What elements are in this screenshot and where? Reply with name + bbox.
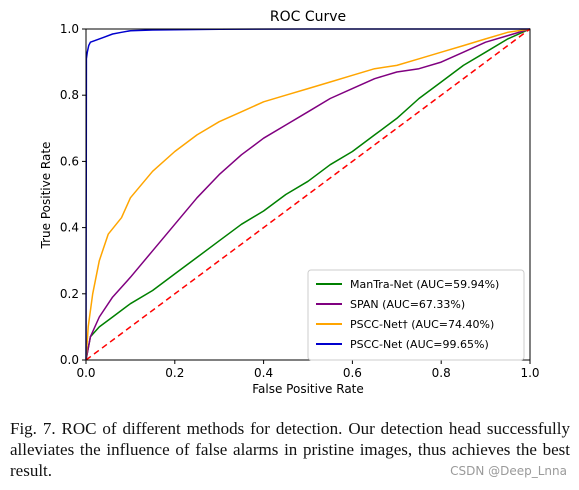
legend-label: ManTra-Net (AUC=59.94%) — [350, 278, 499, 291]
y-tick-label: 0.6 — [60, 154, 79, 168]
x-tick-label: 0.0 — [76, 366, 95, 380]
x-tick-label: 1.0 — [520, 366, 539, 380]
y-tick-label: 0.8 — [60, 88, 79, 102]
chart-title: ROC Curve — [270, 9, 346, 25]
y-tick-label: 0.0 — [60, 353, 79, 367]
legend-label: PSCC-Net (AUC=99.65%) — [350, 338, 489, 351]
roc-chart: ROC Curve False Positive Rate True Posit… — [39, 9, 540, 396]
legend-label: PSCC-Net† (AUC=74.40%) — [350, 318, 494, 331]
y-tick-label: 0.4 — [60, 221, 79, 235]
legend-box — [307, 269, 525, 361]
x-tick-label: 0.8 — [432, 366, 451, 380]
y-tick-label: 0.2 — [60, 287, 79, 301]
watermark: CSDN @Deep_Lnna — [450, 464, 567, 478]
x-tick-label: 0.2 — [165, 366, 184, 380]
roc-line-0 — [85, 28, 531, 361]
x-axis-label: False Positive Rate — [252, 382, 364, 396]
y-axis-label: True Positive Rate — [39, 142, 53, 250]
x-tick-label: 0.4 — [254, 366, 273, 380]
chance-diagonal-line — [85, 28, 531, 361]
x-tick-label: 0.6 — [343, 366, 362, 380]
plot-frame — [85, 28, 531, 361]
roc-line-1 — [85, 28, 531, 361]
legend-label: SPAN (AUC=67.33%) — [350, 298, 465, 311]
y-tick-label: 1.0 — [60, 22, 79, 36]
roc-line-2 — [85, 28, 531, 361]
figure-caption: Fig. 7. ROC of different methods for det… — [10, 419, 570, 480]
